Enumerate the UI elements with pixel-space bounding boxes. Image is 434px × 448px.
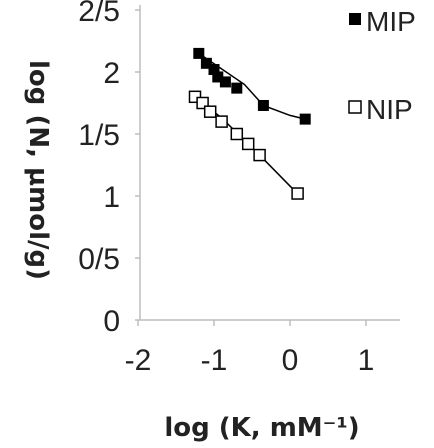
legend: MIP NIP bbox=[348, 6, 416, 125]
data-point-mip bbox=[231, 82, 243, 94]
legend-entry-mip: MIP bbox=[349, 6, 416, 37]
legend-label-nip: NIP bbox=[366, 94, 413, 125]
data-point-mip bbox=[299, 113, 311, 125]
y-axis-label: log (N, µmol/g) bbox=[23, 60, 53, 280]
x-tick-label: 0 bbox=[282, 344, 299, 377]
legend-entry-nip: NIP bbox=[348, 94, 413, 125]
legend-marker-nip bbox=[348, 100, 362, 114]
data-point-nip bbox=[291, 187, 304, 200]
x-axis-ticks: -2 -1 0 1 bbox=[125, 320, 375, 377]
y-tick-label: 2/5 bbox=[78, 0, 120, 28]
data-point-mip bbox=[219, 76, 231, 88]
data-point-nip bbox=[230, 127, 244, 141]
x-tick-label: 1 bbox=[358, 344, 375, 377]
legend-label-mip: MIP bbox=[366, 6, 416, 37]
data-point-nip bbox=[241, 137, 255, 151]
y-axis-ticks: 0 0/5 1 1/5 2 2/5 bbox=[78, 0, 140, 338]
y-tick-label: 0/5 bbox=[78, 243, 120, 276]
data-point-mip bbox=[257, 99, 269, 111]
y-tick-label: 1/5 bbox=[78, 119, 120, 152]
data-point-nip bbox=[196, 96, 209, 110]
data-point-nip bbox=[215, 115, 228, 128]
data-point-nip bbox=[203, 105, 217, 118]
legend-marker-mip bbox=[349, 13, 361, 25]
data-point-nip bbox=[253, 148, 266, 162]
data-point-mip bbox=[200, 57, 212, 69]
x-tick-label: -2 bbox=[125, 344, 152, 377]
x-axis-label: log (K, mM⁻¹) bbox=[164, 413, 359, 443]
data-point-mip bbox=[212, 71, 224, 83]
y-tick-label: 1 bbox=[103, 181, 120, 214]
data-point-mip bbox=[193, 47, 205, 59]
data-markers bbox=[188, 47, 311, 200]
y-tick-label: 0 bbox=[103, 305, 120, 338]
plot-frame bbox=[139, 5, 400, 321]
data-point-mip bbox=[208, 64, 220, 76]
y-tick-label: 2 bbox=[103, 57, 120, 90]
x-tick-label: -1 bbox=[201, 344, 228, 377]
